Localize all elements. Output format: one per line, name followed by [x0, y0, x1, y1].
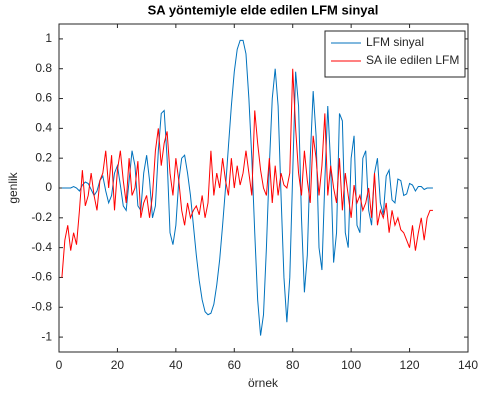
data-line [61, 68, 433, 278]
x-tick-label: 0 [56, 358, 63, 372]
y-tick-label: -0.6 [31, 270, 52, 284]
y-axis-label: genlik [6, 171, 20, 203]
y-tick-label: 0 [45, 180, 52, 194]
chart-title: SA yöntemiyle elde edilen LFM sinyal [148, 2, 379, 17]
legend-label: LFM sinyal [366, 35, 424, 49]
x-axis-label: örnek [248, 376, 279, 390]
y-tick-label: -0.8 [31, 299, 52, 313]
x-tick-label: 80 [286, 358, 300, 372]
y-tick-label: 0.2 [35, 150, 52, 164]
x-tick-label: 20 [111, 358, 125, 372]
x-tick-label: 140 [458, 358, 478, 372]
legend-box [324, 30, 466, 78]
y-tick-label: 0.4 [35, 121, 52, 135]
legend-label: SA ile edilen LFM [366, 53, 459, 67]
y-tick-label: 1 [45, 31, 52, 45]
x-tick-label: 60 [228, 358, 242, 372]
y-tick-label: 0.6 [35, 91, 52, 105]
y-tick-label: -0.2 [31, 210, 52, 224]
x-tick-label: 40 [169, 358, 183, 372]
y-tick-label: 0.8 [35, 61, 52, 75]
y-tick-label: -0.4 [31, 240, 52, 254]
data-line [61, 39, 433, 336]
y-tick-label: -1 [41, 329, 52, 343]
x-tick-label: 100 [341, 358, 361, 372]
x-tick-label: 120 [400, 358, 420, 372]
